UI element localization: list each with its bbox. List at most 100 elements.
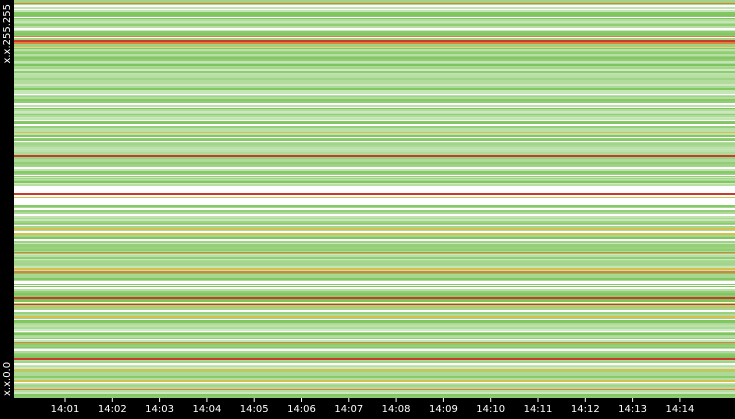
heatmap-row [14, 30, 735, 31]
x-tick-label: 14:14 [665, 404, 694, 415]
heatmap-row [14, 106, 735, 107]
heatmap-row [14, 147, 735, 148]
heatmap-row [14, 201, 735, 202]
heatmap-row [14, 386, 735, 387]
heatmap-row [14, 90, 735, 92]
heatmap-row [14, 219, 735, 221]
heatmap-row [14, 143, 735, 145]
heatmap-row [14, 40, 735, 42]
heatmap-row [14, 371, 735, 372]
heatmap-row [14, 176, 735, 177]
heatmap-row [14, 51, 735, 52]
heatmap-row [14, 16, 735, 17]
heatmap-row [14, 321, 735, 323]
heatmap-row [14, 316, 735, 318]
heatmap-row [14, 198, 735, 200]
heatmap-row [14, 78, 735, 80]
heatmap-row [14, 160, 735, 161]
heatmap-row [14, 278, 735, 280]
heatmap-row [14, 392, 735, 394]
heatmap-row [14, 96, 735, 97]
heatmap-row [14, 210, 735, 212]
heatmap-row [14, 252, 735, 253]
heatmap-row [14, 331, 735, 332]
heatmap-row [14, 184, 735, 186]
heatmap-row [14, 338, 735, 339]
heatmap-row [14, 291, 735, 293]
x-tick-label: 14:08 [382, 404, 411, 415]
heatmap-row [14, 20, 735, 21]
heatmap-row [14, 385, 735, 386]
heatmap-row [14, 257, 735, 259]
heatmap-row [14, 228, 735, 230]
heatmap-row [14, 366, 735, 367]
heatmap-row [14, 37, 735, 38]
heatmap-row [14, 118, 735, 120]
heatmap-row [14, 383, 735, 384]
heatmap-row [14, 177, 735, 178]
heatmap-row [14, 329, 735, 331]
heatmap-row [14, 88, 735, 90]
heatmap-row [14, 67, 735, 69]
heatmap-row [14, 74, 735, 76]
heatmap-row [14, 31, 735, 33]
heatmap-row [14, 226, 735, 228]
heatmap-row [14, 347, 735, 348]
heatmap-row [14, 164, 735, 166]
heatmap-row [14, 109, 735, 111]
heatmap-row [14, 369, 735, 371]
heatmap-row [14, 301, 735, 302]
heatmap-row [14, 303, 735, 304]
heatmap-row [14, 312, 735, 314]
heatmap-row [14, 207, 735, 208]
heatmap-row [14, 35, 735, 36]
heatmap-row [14, 103, 735, 105]
heatmap-row [14, 49, 735, 51]
x-tick-label: 14:07 [334, 404, 363, 415]
heatmap-row [14, 305, 735, 307]
heatmap-row [14, 280, 735, 281]
heatmap-row [14, 387, 735, 389]
heatmap-row [14, 178, 735, 179]
heatmap-row [14, 382, 735, 383]
heatmap-row [14, 148, 735, 149]
heatmap-row [14, 304, 735, 305]
heatmap-row [14, 365, 735, 366]
heatmap-rows [14, 0, 735, 398]
heatmap-row [14, 212, 735, 214]
heatmap-row [14, 181, 735, 183]
heatmap-row [14, 296, 735, 297]
heatmap-row [14, 191, 735, 193]
heatmap-row [14, 4, 735, 5]
heatmap-row [14, 82, 735, 84]
heatmap-row [14, 285, 735, 286]
heatmap-row [14, 169, 735, 171]
heatmap-row [14, 327, 735, 329]
heatmap-row [14, 390, 735, 392]
heatmap-row [14, 24, 735, 26]
heatmap-row [14, 28, 735, 30]
heatmap-row [14, 293, 735, 295]
heatmap-row [14, 64, 735, 66]
heatmap-row [14, 92, 735, 94]
heatmap-row [14, 2, 735, 3]
heatmap-row [14, 335, 735, 336]
heatmap-row [14, 124, 735, 126]
x-tick-label: 14:12 [571, 404, 600, 415]
heatmap-row [14, 348, 735, 349]
y-axis-label-bottom: x.x.0.0 [2, 362, 13, 396]
heatmap-row [14, 105, 735, 106]
heatmap-row [14, 130, 735, 132]
heatmap-row [14, 149, 735, 150]
heatmap-row [14, 154, 735, 155]
heatmap-row [14, 128, 735, 130]
heatmap-row [14, 214, 735, 216]
heatmap-row [14, 218, 735, 219]
heatmap-row [14, 54, 735, 55]
heatmap-row [14, 270, 735, 271]
x-axis: 14:01 14:02 14:03 14:04 14:05 14:06 14:07 14:08… [51, 398, 694, 415]
heatmap-row [14, 139, 735, 141]
heatmap-row [14, 295, 735, 296]
heatmap-row [14, 340, 735, 342]
heatmap-row [14, 138, 735, 139]
